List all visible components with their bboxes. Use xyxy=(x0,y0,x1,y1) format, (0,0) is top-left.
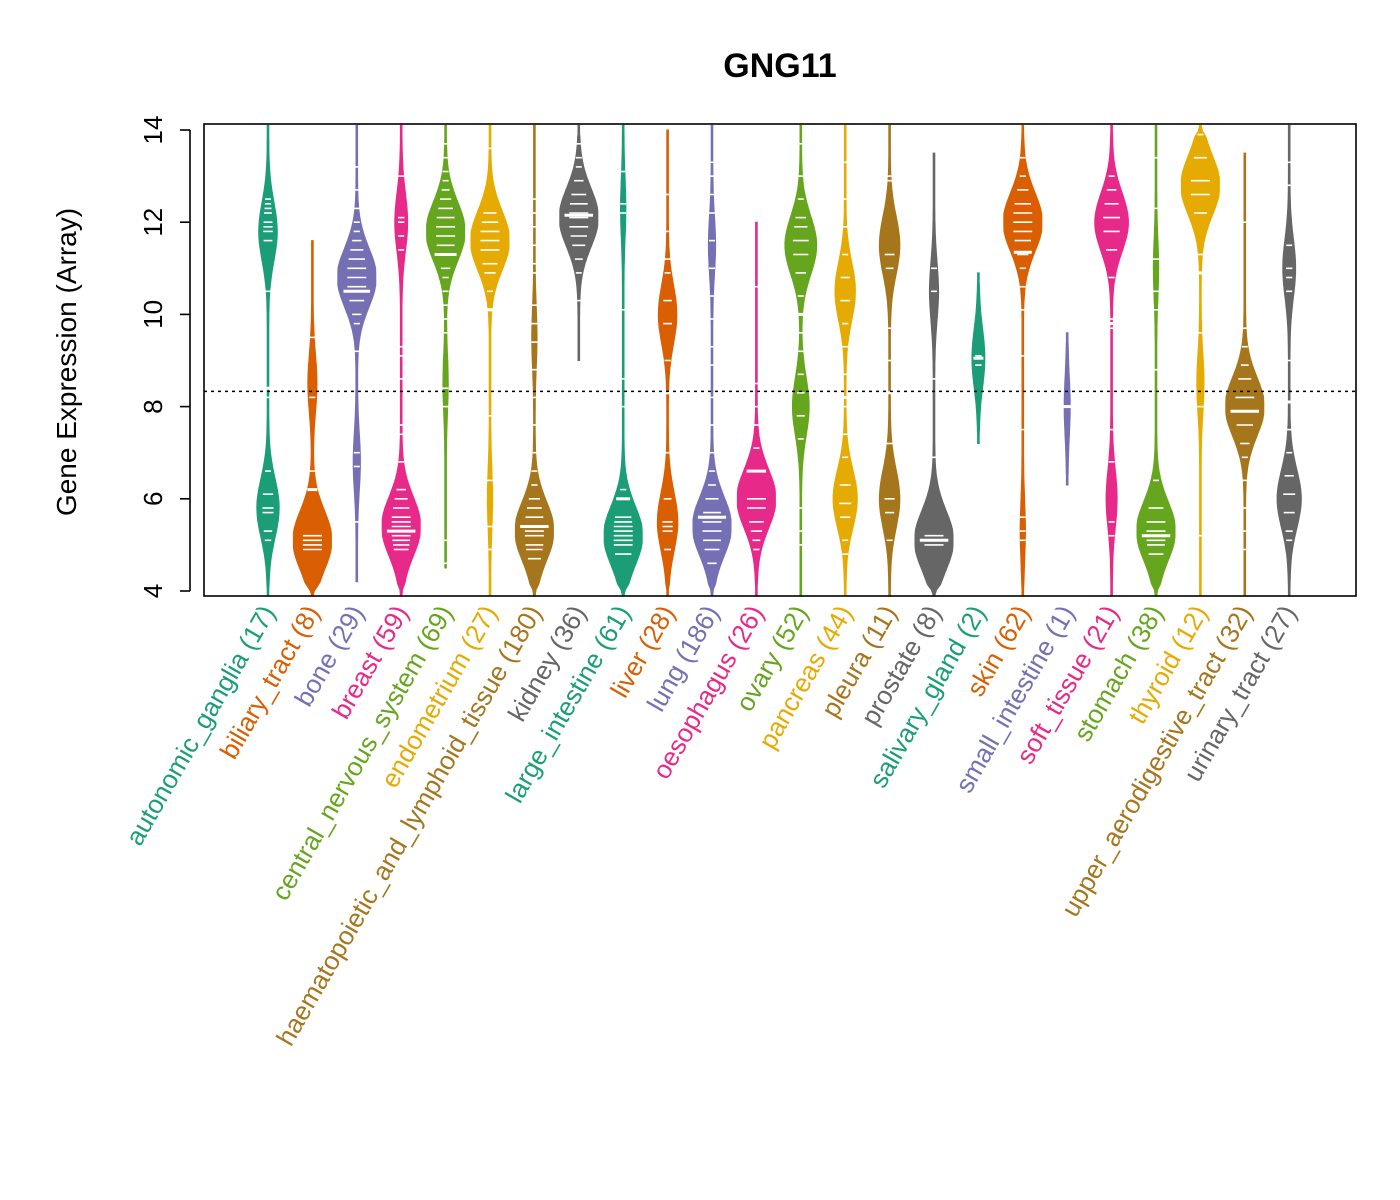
violin-0 xyxy=(256,124,280,597)
violin-body-8 xyxy=(603,124,643,597)
x-axis-labels: autonomic_ganglia (17)biliary_tract (8)b… xyxy=(119,600,1302,1051)
violin-body-20 xyxy=(1136,124,1176,597)
violin-body-22 xyxy=(1225,152,1265,597)
violin-body-15 xyxy=(914,152,954,597)
violin-12 xyxy=(784,124,818,597)
violin-4 xyxy=(426,124,466,569)
violin-6 xyxy=(514,124,554,597)
violin-body-6 xyxy=(514,124,554,597)
violin-body-9 xyxy=(656,129,679,597)
violin-5 xyxy=(470,124,510,597)
violin-body-19 xyxy=(1094,124,1129,597)
y-tick-label: 12 xyxy=(138,208,168,237)
violin-11 xyxy=(736,221,776,597)
y-axis: 4 6 8 10 12 14 xyxy=(138,116,191,598)
violin-body-4 xyxy=(426,124,466,569)
violin-22 xyxy=(1225,152,1265,597)
y-tick-label: 6 xyxy=(138,492,168,506)
violin-20 xyxy=(1136,124,1176,597)
violin-15 xyxy=(914,152,954,597)
violin-8 xyxy=(603,124,643,597)
plot-frame xyxy=(203,123,1357,597)
violin-body-11 xyxy=(736,221,776,597)
violin-9 xyxy=(656,129,679,597)
violin-body-3 xyxy=(381,124,421,597)
violin-body-18 xyxy=(1063,332,1071,486)
y-tick-label: 14 xyxy=(138,116,168,145)
violin-19 xyxy=(1094,124,1129,597)
violin-body-12 xyxy=(784,124,818,597)
violin-2 xyxy=(337,124,377,583)
violin-body-2 xyxy=(337,124,377,583)
violin-14 xyxy=(878,124,901,597)
violin-18 xyxy=(1062,332,1073,486)
violin-10 xyxy=(692,124,732,597)
violin-body-17 xyxy=(1003,124,1043,597)
y-tick-label: 4 xyxy=(138,584,168,598)
violin-13 xyxy=(832,124,858,597)
violin-23 xyxy=(1276,124,1302,597)
violin-body-0 xyxy=(256,124,280,597)
violin-body-5 xyxy=(470,124,510,597)
violins-layer xyxy=(256,124,1302,597)
violin-21 xyxy=(1180,124,1220,597)
violin-17 xyxy=(1003,124,1043,597)
violin-1 xyxy=(292,240,332,597)
violin-body-10 xyxy=(692,124,732,597)
violin-16 xyxy=(971,272,986,444)
violin-body-1 xyxy=(292,240,332,597)
y-tick-label: 10 xyxy=(138,300,168,329)
violin-body-13 xyxy=(832,124,858,597)
chart-title: GNG11 xyxy=(723,47,836,85)
y-axis-label: Gene Expression (Array) xyxy=(51,208,82,516)
violin-body-21 xyxy=(1180,124,1220,597)
violin-body-7 xyxy=(559,124,599,361)
violin-3 xyxy=(381,124,421,597)
violin-7 xyxy=(559,124,599,361)
y-tick-label: 8 xyxy=(138,399,168,413)
